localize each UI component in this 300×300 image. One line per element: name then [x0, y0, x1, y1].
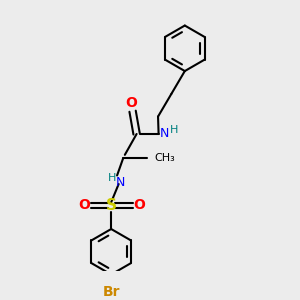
Text: H: H	[170, 125, 178, 136]
Text: O: O	[79, 199, 90, 212]
Text: O: O	[134, 199, 145, 212]
Text: S: S	[106, 198, 117, 213]
Text: CH₃: CH₃	[154, 153, 175, 163]
Text: N: N	[116, 176, 125, 189]
Text: O: O	[125, 96, 137, 110]
Text: Br: Br	[102, 285, 120, 299]
Text: H: H	[108, 173, 117, 183]
Text: N: N	[160, 128, 169, 140]
